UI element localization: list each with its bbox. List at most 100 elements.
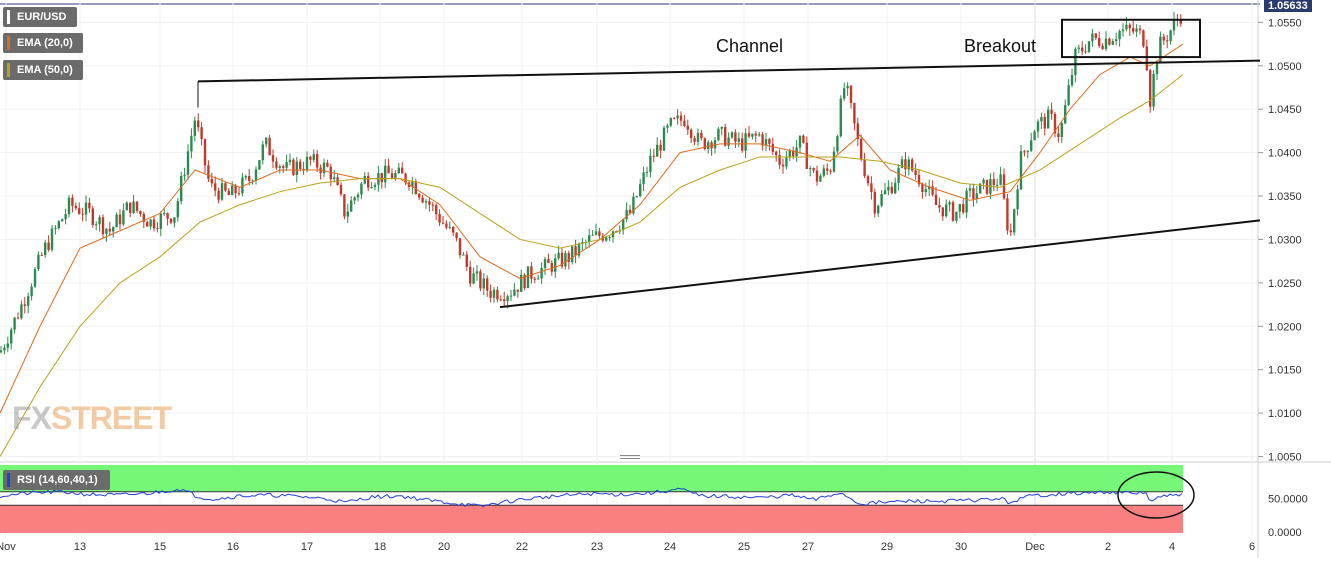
- candle-body: [690, 129, 693, 139]
- candle-body: [231, 185, 234, 195]
- candle-body: [390, 173, 394, 179]
- candle-body: [625, 209, 628, 220]
- candle-body: [747, 133, 751, 137]
- candle-body: [662, 127, 666, 151]
- candle-body: [792, 150, 795, 157]
- candle-body: [431, 204, 434, 206]
- x-tick-label: 18: [374, 541, 386, 553]
- candle-body: [713, 140, 717, 149]
- candle-body: [1030, 140, 1033, 151]
- candle-body: [666, 125, 669, 128]
- ema50-line: [0, 74, 1184, 457]
- rsi-highlight-ellipse: [1117, 471, 1195, 519]
- candle-body: [1064, 105, 1067, 124]
- candle-body: [1111, 41, 1114, 45]
- candle-body: [1013, 209, 1016, 233]
- candle-body: [373, 184, 377, 187]
- candle-body: [642, 172, 645, 185]
- candle-body: [520, 274, 523, 292]
- candle-body: [523, 274, 526, 289]
- candle-body: [594, 231, 598, 235]
- candle-body: [88, 202, 91, 209]
- candle-body: [945, 204, 948, 217]
- candle-body: [292, 159, 295, 175]
- candle-body: [343, 194, 346, 217]
- rsi-swatch: [7, 473, 10, 487]
- legend-ema20[interactable]: EMA (20,0): [3, 33, 83, 53]
- candle-body: [441, 222, 445, 224]
- candle-body: [550, 263, 553, 272]
- candle-body: [1135, 28, 1138, 32]
- candle-body: [139, 210, 142, 214]
- candle-body: [414, 181, 417, 195]
- candle-body: [921, 184, 924, 193]
- candle-body: [673, 118, 676, 120]
- candle-body: [275, 161, 278, 168]
- y-tick-label: 1.0300: [1268, 234, 1302, 246]
- ema50-swatch: [7, 63, 10, 77]
- candle-body: [326, 162, 329, 167]
- candle-body: [533, 278, 536, 280]
- candle-body: [50, 228, 54, 250]
- x-tick-label: 4: [1169, 541, 1175, 553]
- candle-body: [397, 167, 400, 174]
- candle-body: [1023, 151, 1026, 153]
- candle-body: [775, 151, 778, 156]
- candle-body: [1006, 198, 1009, 231]
- candle-body: [486, 278, 489, 291]
- legend-rsi[interactable]: RSI (14,60,40,1): [3, 470, 110, 490]
- breakout-box: [1061, 18, 1201, 59]
- legend-ema50-label: EMA (50,0): [17, 64, 73, 76]
- candle-body: [492, 289, 496, 298]
- candle-body: [424, 201, 428, 203]
- candle-body: [1087, 41, 1091, 52]
- candle-body: [676, 115, 679, 119]
- candle-body: [887, 186, 890, 191]
- candle-body: [71, 197, 74, 206]
- candle-body: [30, 286, 33, 297]
- candle-body: [727, 137, 730, 146]
- candle-body: [982, 179, 985, 184]
- candle-body: [428, 201, 431, 205]
- candle-body: [418, 194, 421, 198]
- candle-body: [234, 185, 237, 194]
- candle-body: [27, 296, 30, 306]
- candle-body: [200, 127, 203, 140]
- candle-body: [159, 213, 162, 229]
- candle-body: [509, 295, 513, 297]
- legend-ema50[interactable]: EMA (50,0): [3, 60, 83, 80]
- candle-body: [156, 228, 159, 230]
- candle-body: [207, 165, 210, 179]
- candle-body: [557, 252, 560, 259]
- candle-body: [829, 170, 832, 172]
- candle-body: [193, 120, 196, 136]
- candle-body: [1142, 30, 1145, 47]
- candle-body: [1094, 33, 1097, 39]
- candle-body: [220, 183, 224, 200]
- candle-body: [1091, 33, 1094, 42]
- candle-body: [720, 127, 723, 129]
- candle-body: [754, 133, 757, 136]
- candle-body: [965, 190, 968, 213]
- candle-body: [465, 254, 468, 267]
- candle-body: [768, 139, 771, 144]
- candle-body: [197, 120, 200, 128]
- x-tick-label: 25: [738, 541, 750, 553]
- candle-body: [516, 289, 519, 292]
- x-tick-label: 22: [516, 541, 528, 553]
- channel-line-upper: [197, 59, 1261, 83]
- candle-body: [805, 142, 808, 169]
- candle-body: [832, 151, 836, 172]
- candle-body: [152, 219, 156, 229]
- candle-body: [217, 190, 220, 200]
- pane-resize-handle[interactable]: [620, 455, 640, 462]
- candle-body: [890, 186, 893, 194]
- candle-body: [605, 237, 608, 241]
- legend-symbol[interactable]: EUR/USD: [3, 7, 77, 27]
- candle-body: [1036, 121, 1040, 132]
- candle-body: [999, 174, 1002, 185]
- candle-body: [853, 102, 856, 124]
- candle-body: [992, 179, 995, 186]
- candle-body: [105, 228, 108, 235]
- candle-body: [530, 266, 533, 279]
